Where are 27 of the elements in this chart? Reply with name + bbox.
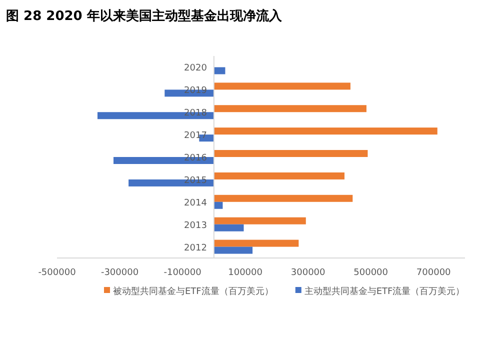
x-tick-label: 700000 bbox=[416, 268, 452, 278]
bar bbox=[214, 82, 350, 90]
y-tick-label: 2017 bbox=[184, 131, 207, 142]
bar bbox=[214, 128, 438, 135]
x-tick-label: -300000 bbox=[100, 268, 139, 278]
y-tick-label: 2013 bbox=[184, 220, 207, 231]
x-tick-label: 100000 bbox=[228, 268, 263, 278]
bar bbox=[214, 224, 244, 232]
bar bbox=[214, 105, 366, 112]
bar bbox=[214, 172, 344, 180]
legend-label: 主动型共同基金与ETF流量（百万美元） bbox=[304, 286, 465, 297]
chart-title: 图 28 2020 年以来美国主动型基金出现净流入 bbox=[6, 8, 283, 24]
y-tick-label: 2012 bbox=[184, 243, 207, 254]
x-tick-label: 500000 bbox=[354, 268, 388, 278]
bar bbox=[214, 217, 306, 224]
bar bbox=[214, 150, 368, 157]
bar bbox=[214, 67, 226, 74]
bar bbox=[214, 246, 253, 254]
x-tick-label: 300000 bbox=[290, 268, 326, 278]
bar bbox=[214, 202, 223, 209]
x-tick-label: -500000 bbox=[38, 268, 76, 278]
bar bbox=[214, 194, 353, 202]
y-tick-label: 2014 bbox=[184, 198, 208, 208]
x-tick-label: -100000 bbox=[164, 268, 202, 278]
y-tick-label: 2020 bbox=[184, 64, 208, 74]
legend-label: 被动型共同基金与ETF流量（百万美元） bbox=[113, 286, 274, 297]
bar bbox=[214, 240, 299, 247]
